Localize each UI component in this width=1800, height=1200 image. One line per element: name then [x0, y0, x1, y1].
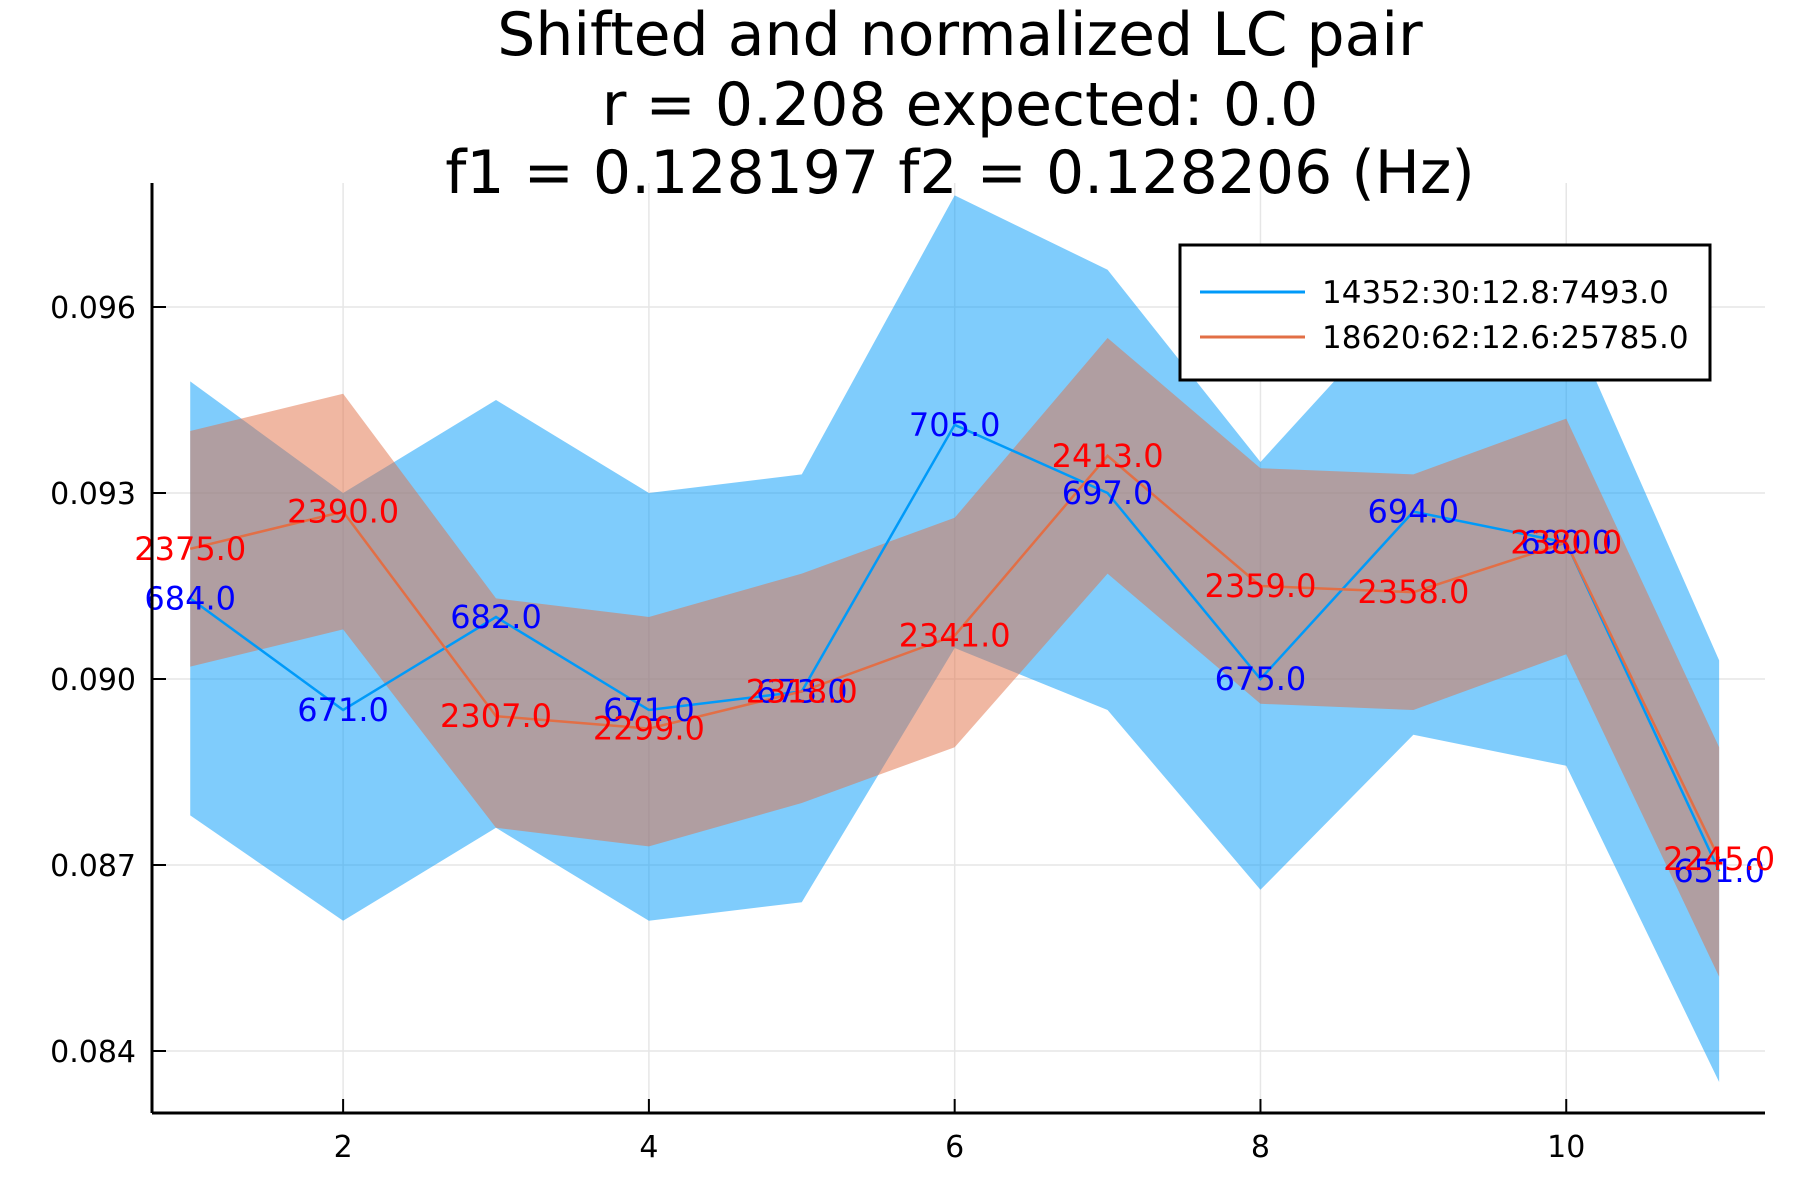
data-label-series-2-point-7: 2413.0 — [1052, 437, 1164, 475]
chart-title-line-2: r = 0.208 expected: 0.0 — [602, 70, 1319, 140]
data-label-series-1-point-2: 671.0 — [297, 691, 389, 729]
data-label-series-2-point-5: 2318.0 — [746, 672, 858, 710]
y-tick-label-0.087: 0.087 — [50, 849, 136, 884]
data-label-series-1-point-6: 705.0 — [909, 406, 1001, 444]
line-series-2 — [189, 454, 1721, 860]
data-label-series-1-point-10: 690.0 — [1520, 524, 1612, 562]
legend-box — [1178, 243, 1712, 382]
data-label-series-1-point-11: 651.0 — [1673, 852, 1765, 890]
data-label-series-2-point-10: 2380.0 — [1510, 524, 1622, 562]
x-tick-label-8: 8 — [1251, 1130, 1270, 1165]
legend: 14352:30:12.8:7493.0 18620:62:12.6:25785… — [1178, 243, 1712, 382]
data-label-series-2-point-8: 2359.0 — [1204, 567, 1316, 605]
y-tick-label-0.093: 0.093 — [50, 477, 136, 512]
error-bands — [190, 195, 1720, 1082]
data-label-series-2-point-9: 2358.0 — [1357, 573, 1469, 611]
data-label-series-2-point-3: 2307.0 — [440, 697, 552, 735]
axes: 2 4 6 8 10 0.084 0.087 0.090 0.093 0.096 — [50, 183, 1765, 1165]
y-tick-label-0.096: 0.096 — [50, 291, 136, 326]
data-label-series-1-point-8: 675.0 — [1215, 660, 1307, 698]
x-tick-label-4: 4 — [639, 1130, 658, 1165]
data-label-series-1-point-9: 694.0 — [1368, 493, 1460, 531]
data-label-series-1-point-7: 697.0 — [1062, 474, 1154, 512]
series-lines — [189, 423, 1721, 872]
data-label-series-1-point-5: 673.0 — [756, 672, 848, 710]
x-tick-label-10: 10 — [1547, 1130, 1585, 1165]
chart-title: Shifted and normalized LC pair r = 0.208… — [445, 0, 1475, 208]
legend-label-series-1: 14352:30:12.8:7493.0 — [1322, 275, 1669, 311]
x-tick-label-6: 6 — [945, 1130, 964, 1165]
x-tick-label-2: 2 — [334, 1130, 353, 1165]
data-label-series-1-point-1: 684.0 — [144, 579, 236, 617]
chart-title-line-3: f1 = 0.128197 f2 = 0.128206 (Hz) — [445, 138, 1475, 208]
data-label-series-1-point-4: 671.0 — [603, 691, 695, 729]
data-label-series-2-point-6: 2341.0 — [899, 617, 1011, 655]
y-tick-label-0.084: 0.084 — [50, 1035, 136, 1070]
data-label-series-1-point-3: 682.0 — [450, 598, 542, 636]
data-labels: 684.0 671.0 682.0 671.0 673.0 705.0 697.0 675.0… — [134, 406, 1775, 890]
data-label-series-2-point-2: 2390.0 — [287, 493, 399, 531]
chart-title-line-1: Shifted and normalized LC pair — [497, 0, 1423, 70]
data-label-series-2-point-11: 2245.0 — [1663, 840, 1775, 878]
data-label-series-2-point-4: 2299.0 — [593, 710, 705, 748]
y-tick-label-0.090: 0.090 — [50, 663, 136, 698]
legend-label-series-2: 18620:62:12.6:25785.0 — [1322, 320, 1689, 356]
band-series-2 — [190, 338, 1720, 977]
